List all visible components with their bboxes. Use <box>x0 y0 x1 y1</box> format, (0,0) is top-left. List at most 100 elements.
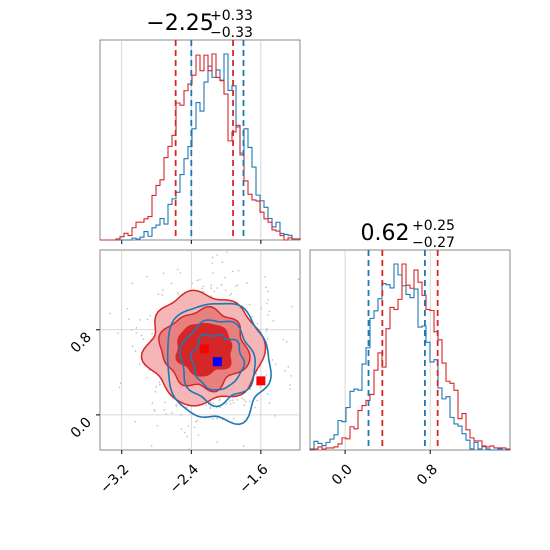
scatter-point <box>150 445 153 447</box>
scatter-point <box>199 278 201 281</box>
scatter-point <box>285 340 288 343</box>
scatter-point <box>151 333 153 335</box>
scatter-point <box>265 374 268 376</box>
scatter-point <box>180 428 183 430</box>
hist1-title-minus: −0.33 <box>210 25 253 41</box>
scatter-point <box>266 338 269 340</box>
scatter-point <box>230 292 233 295</box>
scatter-point <box>266 392 269 395</box>
joint-markers <box>199 344 266 386</box>
scatter-point <box>131 345 134 347</box>
hist2-x-ticks: 0.0 0.8 <box>329 450 441 489</box>
x-tick-label: −3.2 <box>97 462 132 497</box>
scatter-point <box>117 332 119 334</box>
scatter-point <box>163 409 166 411</box>
scatter-point <box>219 406 221 409</box>
scatter-point <box>266 302 268 304</box>
scatter-point <box>265 330 268 332</box>
scatter-point <box>191 282 194 285</box>
scatter-point <box>231 399 234 402</box>
scatter-point <box>216 287 218 289</box>
scatter-point <box>138 363 141 366</box>
scatter-point <box>179 272 182 274</box>
scatter-point <box>193 426 196 429</box>
scatter-point <box>236 399 239 401</box>
scatter-point <box>187 425 190 427</box>
scatter-point <box>176 268 179 271</box>
scatter-point <box>139 319 142 321</box>
scatter-point <box>267 299 269 301</box>
joint-x-ticks: −3.2 −2.4 −1.6 <box>97 450 272 497</box>
scatter-point <box>226 251 228 253</box>
scatter-point <box>155 385 158 388</box>
scatter-point <box>131 282 134 285</box>
hist2-title-plus: +0.25 <box>412 218 455 234</box>
scatter-point <box>186 435 188 438</box>
scatter-point <box>157 293 160 295</box>
scatter-point <box>211 256 214 259</box>
scatter-point <box>221 261 224 264</box>
scatter-point <box>289 384 291 386</box>
scatter-point <box>242 445 245 448</box>
hist1-title: −2.25 <box>146 11 213 36</box>
scatter-point <box>200 287 203 290</box>
scatter-point <box>183 431 186 434</box>
scatter-point <box>175 403 177 406</box>
scatter-point <box>225 403 227 406</box>
scatter-point <box>256 322 259 325</box>
scatter-point <box>236 284 239 286</box>
scatter-point <box>272 319 275 322</box>
scatter-point <box>274 415 276 417</box>
scatter-point <box>180 414 182 416</box>
scatter-point <box>229 403 232 405</box>
scatter-point <box>128 318 130 320</box>
scatter-point <box>154 390 157 393</box>
scatter-point <box>216 441 218 443</box>
y-tick-label: 0.8 <box>68 329 95 356</box>
scatter-point <box>202 285 205 288</box>
scatter-point <box>153 410 156 412</box>
scatter-point <box>206 455 208 457</box>
hist2-frame <box>309 249 511 451</box>
scatter-point <box>234 285 237 288</box>
hist1-title-median: −2.25 <box>146 11 213 36</box>
y-tick-label: 0.0 <box>68 414 95 441</box>
scatter-point <box>161 294 164 296</box>
scatter-point <box>232 270 234 273</box>
scatter-point <box>220 284 223 286</box>
hist2-x-tick-label: 0.8 <box>414 462 441 489</box>
scatter-point <box>224 276 226 279</box>
scatter-point <box>130 329 133 331</box>
scatter-point <box>237 269 240 272</box>
scatter-point <box>146 318 149 321</box>
hist1-quantile-lines <box>174 40 245 240</box>
hist2-blue-step <box>309 263 510 451</box>
scatter-point <box>209 406 212 408</box>
hist1-series <box>100 53 301 241</box>
scatter-point <box>164 401 166 404</box>
scatter-point <box>195 420 197 423</box>
x-tick-label: −2.4 <box>167 461 202 496</box>
scatter-point <box>211 465 213 467</box>
scatter-point <box>232 401 235 404</box>
scatter-point <box>268 402 271 404</box>
scatter-point <box>289 388 292 390</box>
scatter-point <box>271 359 274 361</box>
scatter-point <box>188 448 190 450</box>
scatter-point <box>162 289 164 291</box>
scatter-point <box>210 287 213 289</box>
hist1-title-plus: +0.33 <box>210 8 253 24</box>
scatter-point <box>135 327 138 329</box>
scatter-point <box>246 282 248 284</box>
scatter-point <box>196 279 199 282</box>
scatter-point <box>149 314 152 317</box>
hist2-title-median: 0.62 <box>361 221 410 246</box>
histogram-param-1: −2.25 +0.33 −0.33 <box>99 8 301 244</box>
marker-1 <box>212 357 222 367</box>
scatter-point <box>243 404 245 406</box>
hist1-frame <box>99 39 301 241</box>
scatter-point <box>268 310 271 313</box>
scatter-point <box>186 250 189 252</box>
contour-blue-mid <box>179 319 257 408</box>
